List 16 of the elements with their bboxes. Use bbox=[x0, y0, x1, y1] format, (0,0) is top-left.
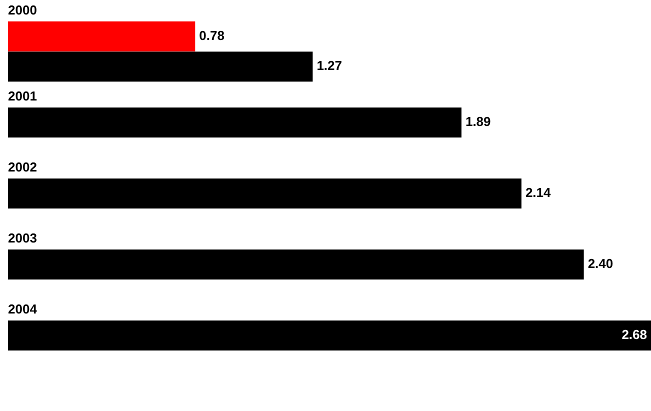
bar bbox=[8, 108, 462, 138]
y-tick-label: 2001 bbox=[8, 88, 37, 104]
data-label: 0.78 bbox=[199, 28, 224, 43]
y-tick-label: 2000 bbox=[8, 2, 37, 18]
bar bbox=[8, 320, 651, 350]
y-tick-label: 2004 bbox=[8, 302, 38, 317]
data-label: 1.27 bbox=[316, 58, 342, 74]
bar bbox=[8, 21, 196, 52]
data-label: 2.68 bbox=[622, 327, 647, 342]
data-label: 2.14 bbox=[525, 185, 552, 200]
bar bbox=[8, 250, 584, 280]
data-label: 2.40 bbox=[588, 256, 614, 272]
data-label: 1.89 bbox=[465, 114, 491, 130]
bar bbox=[8, 178, 522, 208]
y-tick-label: 2002 bbox=[8, 160, 37, 175]
y-tick-label: 2003 bbox=[8, 230, 37, 246]
